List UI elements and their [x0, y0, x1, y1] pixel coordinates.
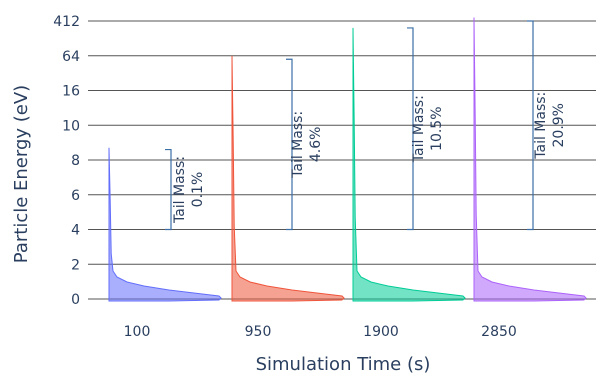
- gridlines: [88, 21, 596, 299]
- x-axis-ticks: 100 950 1900 2850: [124, 324, 517, 340]
- violin-1900: [353, 28, 465, 301]
- tail-mass-label-line2: 4.6%: [308, 127, 324, 163]
- tail-mass-label-line1: Tail Mass:: [172, 156, 188, 224]
- tail-mass-label-line2: 20.9%: [551, 103, 567, 147]
- tail-mass-label-1900: Tail Mass: 10.5%: [411, 95, 445, 163]
- y-axis-title: Particle Energy (eV): [11, 85, 32, 263]
- violin-100: [109, 148, 221, 301]
- y-axis-ticks: 0 2 4 6 8 10 16 64 412: [53, 14, 80, 308]
- y-tick-label-4: 4: [71, 223, 80, 239]
- x-tick-label-100: 100: [124, 324, 151, 340]
- y-tick-label-64: 64: [62, 49, 80, 65]
- x-tick-label-1900: 1900: [363, 324, 399, 340]
- tail-mass-label-100: Tail Mass: 0.1%: [172, 156, 206, 224]
- tail-mass-label-line1: Tail Mass:: [290, 111, 306, 179]
- y-tick-label-8: 8: [71, 153, 80, 169]
- y-tick-label-2: 2: [71, 257, 80, 273]
- y-tick-label-0: 0: [71, 292, 80, 308]
- tail-bracket-100: [165, 150, 171, 230]
- tail-mass-label-line1: Tail Mass:: [411, 95, 427, 163]
- violin-2850: [474, 18, 586, 302]
- y-tick-label-16: 16: [62, 84, 80, 100]
- y-tick-label-412: 412: [53, 14, 80, 30]
- tail-mass-label-950: Tail Mass: 4.6%: [290, 111, 324, 179]
- x-tick-label-2850: 2850: [481, 324, 517, 340]
- tail-mass-label-line2: 10.5%: [429, 106, 445, 150]
- y-tick-label-6: 6: [71, 188, 80, 204]
- tail-mass-label-line1: Tail Mass:: [533, 92, 549, 160]
- x-tick-label-950: 950: [245, 324, 272, 340]
- y-tick-label-10: 10: [62, 118, 80, 134]
- x-axis-title: Simulation Time (s): [256, 354, 431, 375]
- tail-mass-label-line2: 0.1%: [190, 172, 206, 208]
